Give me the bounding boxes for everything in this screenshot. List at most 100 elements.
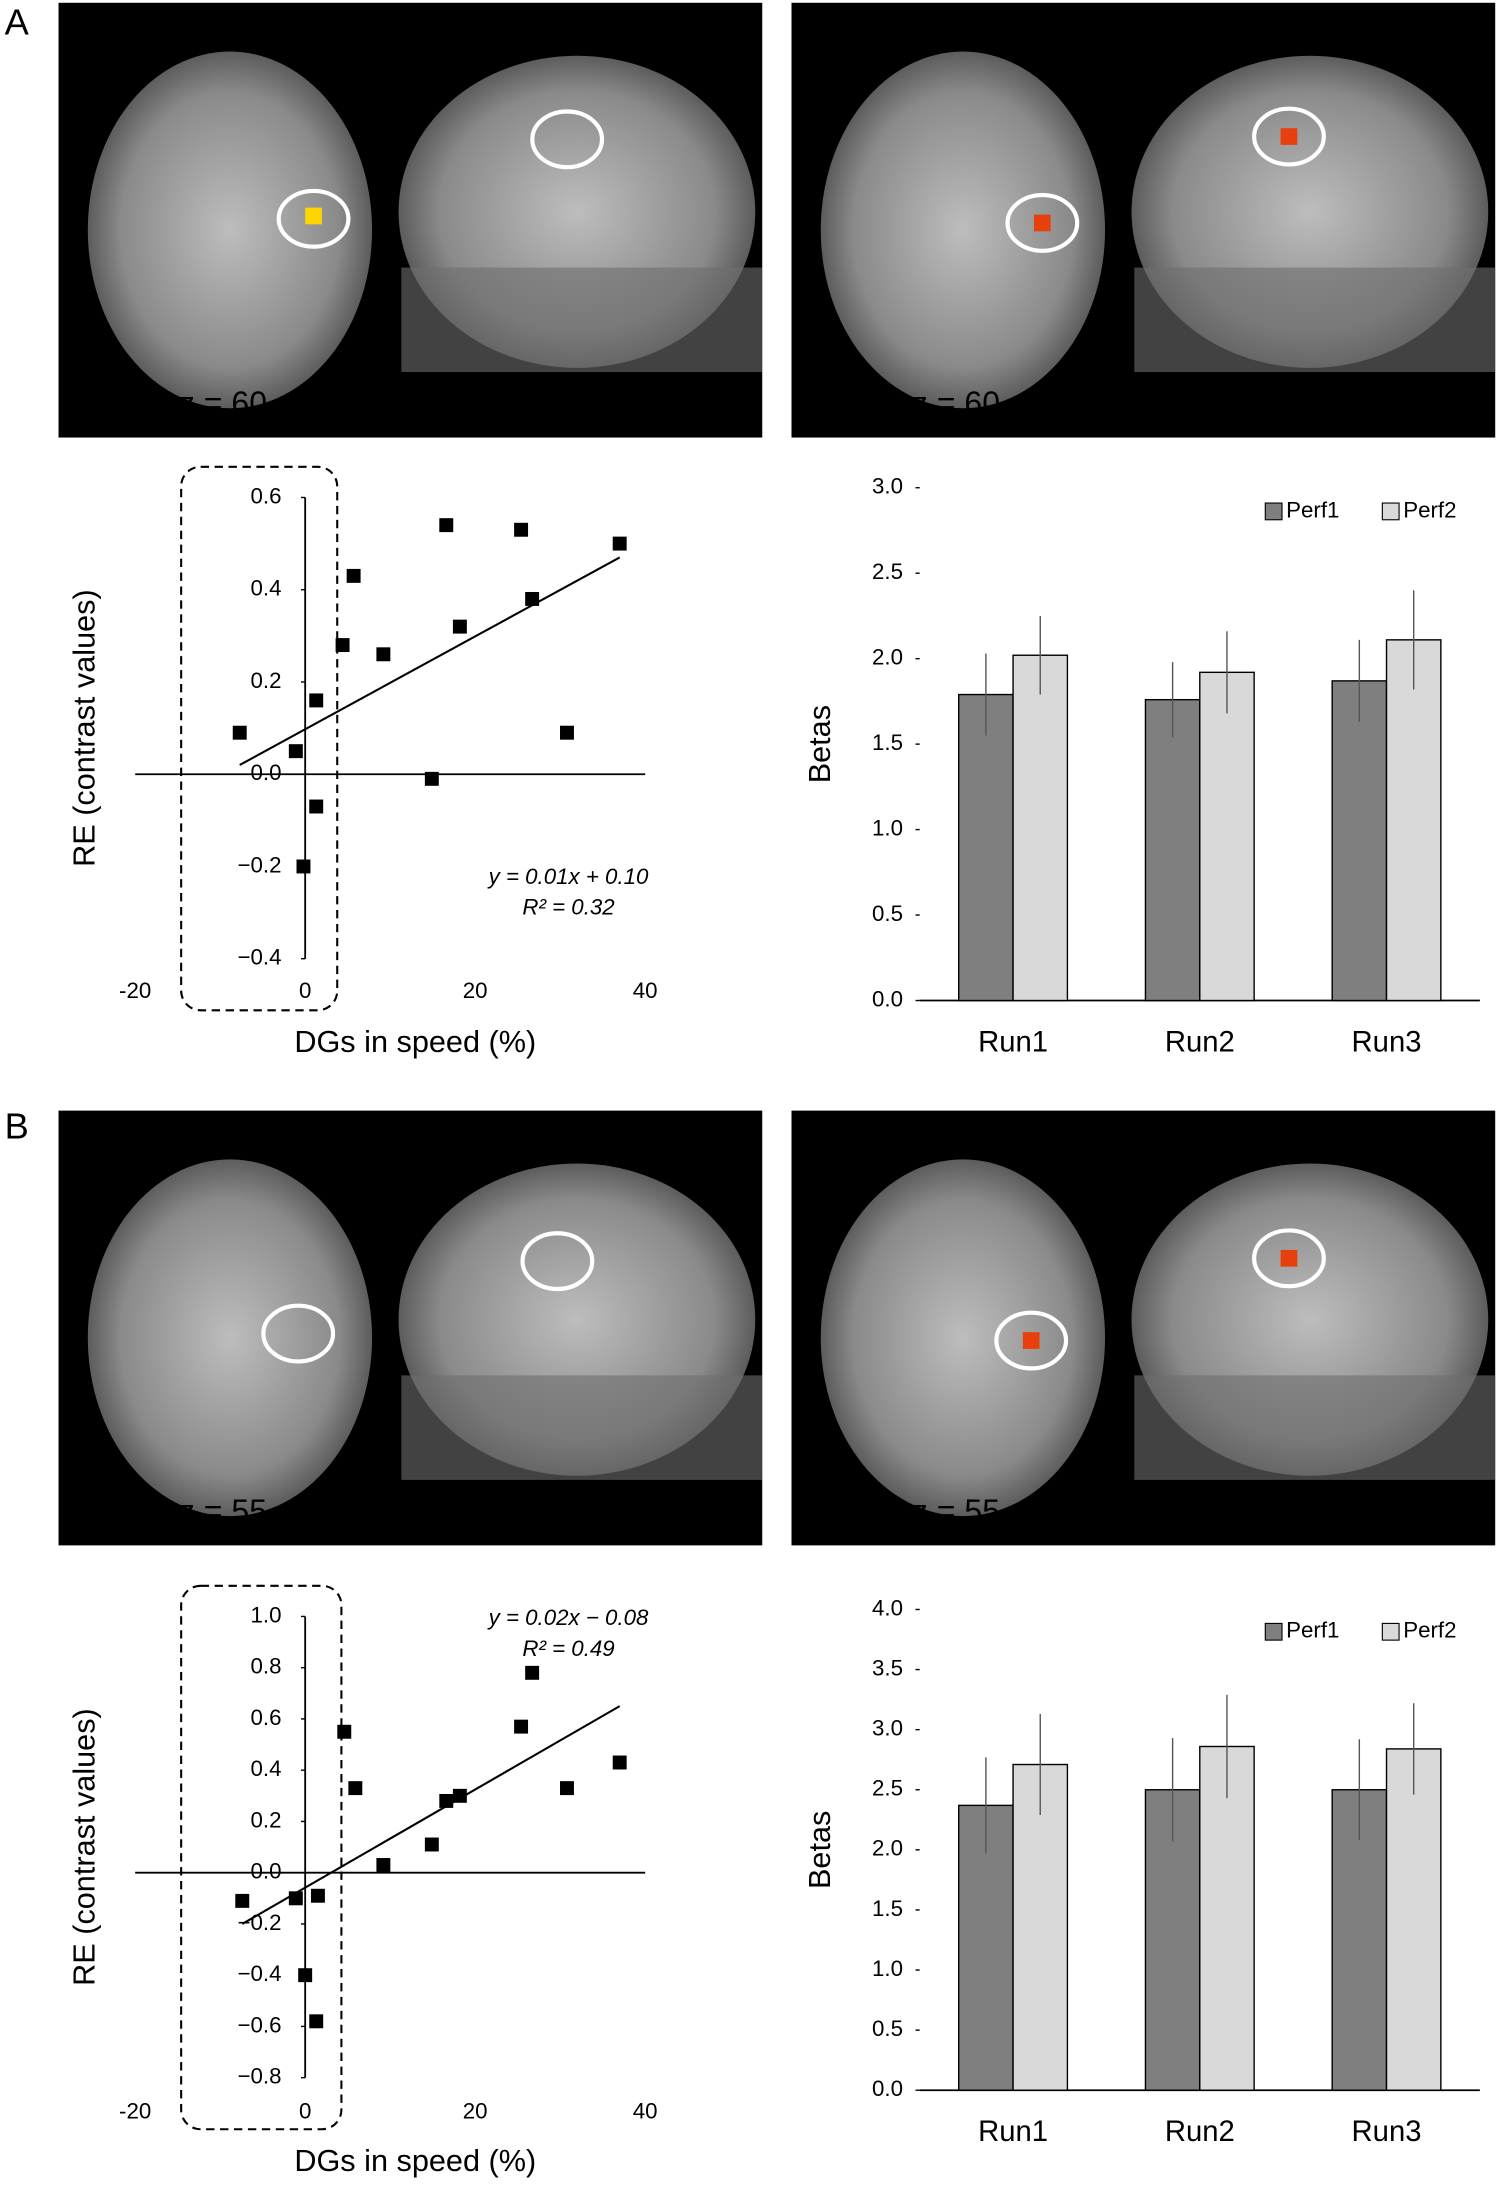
y-axis-title: RE (contrast values) [67, 589, 101, 867]
legend-label: Perf1 [1286, 497, 1339, 522]
y-tick-label: 4.0 [872, 1595, 903, 1620]
point [298, 1968, 313, 1983]
slice-label: z = 55 [179, 1493, 267, 1529]
point [296, 859, 311, 874]
point [309, 693, 324, 708]
legend-label: Perf2 [1403, 1618, 1456, 1643]
y-tick-label: −0.2 [237, 852, 281, 877]
trendline [239, 556, 621, 766]
y-tick-label: 2.5 [872, 559, 903, 584]
panel-title: DGs group [1064, 1129, 1219, 1165]
point [288, 744, 303, 759]
sagittal-base [1134, 1375, 1496, 1480]
y-tick-label: 0.8 [251, 1654, 282, 1679]
y-tick-label: 0.0 [872, 2076, 903, 2101]
equation: y = 0.01x + 0.10 [487, 864, 649, 889]
x-tick-label: Run2 [1165, 1026, 1235, 1058]
axial-brain [820, 51, 1106, 409]
point [232, 725, 247, 740]
y-tick-label: 0.4 [251, 576, 282, 601]
point [346, 568, 361, 583]
y-axis-title: RE (contrast values) [67, 1708, 101, 1986]
x-tick-label: Run2 [1165, 2116, 1235, 2148]
point [424, 771, 439, 786]
point [612, 1755, 627, 1770]
x-tick-label: -20 [119, 2098, 151, 2123]
activation [1280, 1249, 1298, 1267]
y-tick-label: 2.0 [872, 645, 903, 670]
y-tick-label: 0.6 [251, 1705, 282, 1730]
axial-brain [87, 51, 373, 409]
y-tick-label: 0.0 [251, 1859, 282, 1884]
activation [1280, 128, 1298, 145]
y-tick-label: 3.0 [872, 474, 903, 499]
y-tick-label: −0.6 [237, 2012, 281, 2037]
point [310, 1888, 325, 1903]
point [452, 619, 467, 634]
sagittal-base [401, 1375, 763, 1480]
legend-swatch [1381, 1622, 1400, 1641]
slice-label: z = 55 [912, 1493, 1000, 1529]
panel-title: DGs group [1064, 21, 1219, 57]
point [288, 1891, 303, 1906]
activation [1022, 1332, 1040, 1349]
x-tick-label: 40 [633, 978, 658, 1003]
legend-label: Perf2 [1403, 497, 1456, 522]
slice-label: x = 36 [1257, 1493, 1345, 1529]
y-tick-label: 0.0 [251, 760, 282, 785]
right-label: R [333, 1470, 356, 1506]
x-tick-label: Run1 [978, 1026, 1048, 1058]
roi-circle [1252, 1228, 1326, 1289]
activation [1033, 214, 1051, 232]
point [348, 1781, 363, 1796]
y-tick-label: 1.0 [872, 1956, 903, 1981]
bar [1385, 1748, 1442, 2091]
y-tick-label: 1.5 [872, 730, 903, 755]
equation: R² = 0.49 [522, 1636, 614, 1661]
sagittal-base [1134, 267, 1496, 373]
axial-brain [87, 1159, 373, 1517]
y-tick-label: 2.0 [872, 1836, 903, 1861]
point [525, 1665, 540, 1680]
left-label: L [108, 1470, 126, 1506]
bar [1331, 680, 1388, 1002]
bar [1144, 698, 1201, 1002]
point [560, 1781, 574, 1796]
slice-label: x = 48 [524, 385, 612, 421]
y-axis-title: Betas [803, 1811, 837, 1889]
roi-circle [994, 1310, 1069, 1371]
y-tick-label: 0.4 [251, 1756, 282, 1781]
trendline [241, 1705, 621, 1925]
point [514, 1719, 529, 1734]
roi-circle [1252, 106, 1326, 167]
y-tick-label: 0.6 [251, 483, 282, 508]
point [337, 1724, 352, 1739]
right-label: R [1066, 1470, 1089, 1506]
x-tick-label: Run3 [1352, 1026, 1422, 1058]
y-tick-label: 0.2 [251, 1807, 282, 1832]
panel-title: All [390, 21, 426, 57]
point [235, 1893, 250, 1908]
x-axis-title: DGs in speed (%) [294, 1025, 536, 1059]
left-label: L [108, 363, 126, 399]
bar [1012, 1763, 1069, 2091]
x-tick-label: Run1 [978, 2116, 1048, 2148]
x-tick-label: Run3 [1352, 2116, 1422, 2148]
point [309, 799, 324, 814]
legend-swatch [1381, 502, 1400, 521]
bar [958, 693, 1014, 1002]
y-tick-label: −0.4 [237, 945, 281, 970]
bar [1012, 654, 1069, 1002]
bar [1199, 1745, 1255, 2091]
x-tick-label: 40 [633, 2098, 658, 2123]
slice-label: x = 48 [1257, 385, 1345, 421]
slice-label: z = 60 [912, 385, 1000, 421]
y-tick-label: 3.0 [872, 1716, 903, 1741]
bar [1385, 639, 1442, 1002]
roi-circle [276, 188, 351, 249]
equation: R² = 0.32 [522, 894, 615, 919]
y-tick-label: 1.0 [251, 1602, 282, 1627]
y-tick-label: 0.2 [251, 668, 282, 693]
y-tick-label: 0.5 [872, 2016, 903, 2041]
roi-circle [1005, 192, 1080, 253]
